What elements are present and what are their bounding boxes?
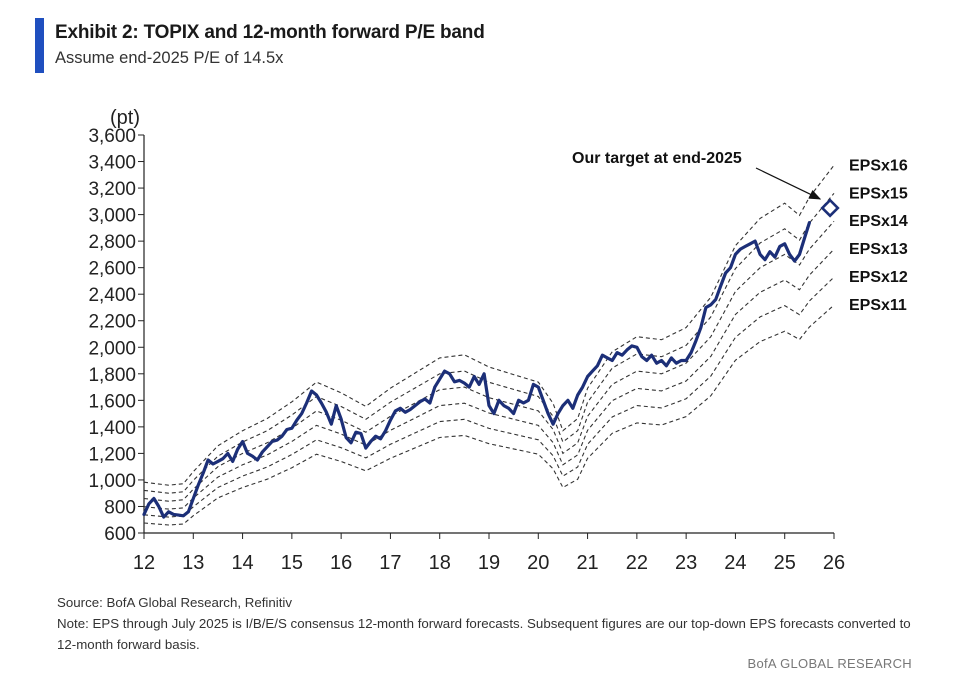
y-tick-label: 1,600 <box>88 391 136 412</box>
target-marker <box>820 198 840 218</box>
band-line-epsx14 <box>143 220 835 502</box>
y-tick-label: 800 <box>104 497 136 518</box>
y-tick-label: 2,400 <box>88 285 136 306</box>
target-annotation: Our target at end-2025 <box>572 150 742 167</box>
accent-bar <box>35 18 44 73</box>
x-tick-label: 17 <box>379 552 401 574</box>
x-tick-label: 12 <box>133 552 155 574</box>
source-note: Source: BofA Global Research, Refinitiv <box>57 595 293 610</box>
band-label-epsx12: EPSx12 <box>849 269 908 286</box>
x-tick-label: 15 <box>281 552 303 574</box>
x-tick-label: 21 <box>576 552 598 574</box>
methodology-note: Note: EPS through July 2025 is I/B/E/S c… <box>57 616 911 652</box>
footnotes: Source: BofA Global Research, Refinitiv … <box>57 592 917 655</box>
x-tick-label: 16 <box>330 552 352 574</box>
y-tick-label: 2,600 <box>88 259 136 280</box>
y-tick-label: 600 <box>104 524 136 545</box>
band-label-epsx16: EPSx16 <box>849 157 908 174</box>
y-tick-label: 1,800 <box>88 365 136 386</box>
x-tick-label: 22 <box>626 552 648 574</box>
y-tick-label: 1,400 <box>88 418 136 439</box>
target-arrow <box>755 167 822 200</box>
y-tick-label: 3,200 <box>88 179 136 200</box>
band-label-epsx11: EPSx11 <box>849 297 907 314</box>
band-label-epsx13: EPSx13 <box>849 241 908 258</box>
chart-labels: EPSx11 EPSx12 EPSx13 EPSx14 EPSx15 EPSx16 Our … <box>572 150 908 314</box>
topix-series <box>142 198 840 519</box>
band-label-epsx14: EPSx14 <box>849 213 908 230</box>
topix-line <box>142 221 812 519</box>
chart-axes: 600 800 1,000 1,200 1,400 1,600 1,800 2,000 2,20… <box>88 107 845 574</box>
y-tick-label: 3,600 <box>88 126 136 147</box>
exhibit-title: Exhibit 2: TOPIX and 12-month forward P/… <box>55 22 485 43</box>
x-tick-label: 26 <box>823 552 845 574</box>
brand-footer: BofA GLOBAL RESEARCH <box>747 656 912 671</box>
band-label-epsx15: EPSx15 <box>849 185 908 202</box>
exhibit-subtitle: Assume end-2025 P/E of 14.5x <box>55 49 284 67</box>
y-tick-label: 2,200 <box>88 312 136 333</box>
x-tick-label: 23 <box>675 552 697 574</box>
band-line-epsx15 <box>143 192 835 494</box>
pe-band-lines <box>143 164 835 526</box>
x-tick-label: 20 <box>527 552 549 574</box>
y-tick-label: 2,800 <box>88 232 136 253</box>
y-tick-label: 1,000 <box>88 471 136 492</box>
x-tick-label: 25 <box>774 552 796 574</box>
x-tick-label: 13 <box>182 552 204 574</box>
y-axis-unit-label: (pt) <box>110 107 140 129</box>
band-line-epsx12 <box>143 276 835 518</box>
x-tick-label: 18 <box>429 552 451 574</box>
y-tick-label: 3,400 <box>88 153 136 174</box>
x-tick-label: 19 <box>478 552 500 574</box>
band-line-epsx11 <box>143 304 835 526</box>
y-tick-label: 2,000 <box>88 338 136 359</box>
y-tick-label: 1,200 <box>88 444 136 465</box>
x-tick-label: 24 <box>724 552 746 574</box>
y-tick-label: 3,000 <box>88 206 136 227</box>
band-line-epsx13 <box>143 248 835 510</box>
band-line-epsx16 <box>143 164 835 486</box>
x-tick-label: 14 <box>231 552 253 574</box>
